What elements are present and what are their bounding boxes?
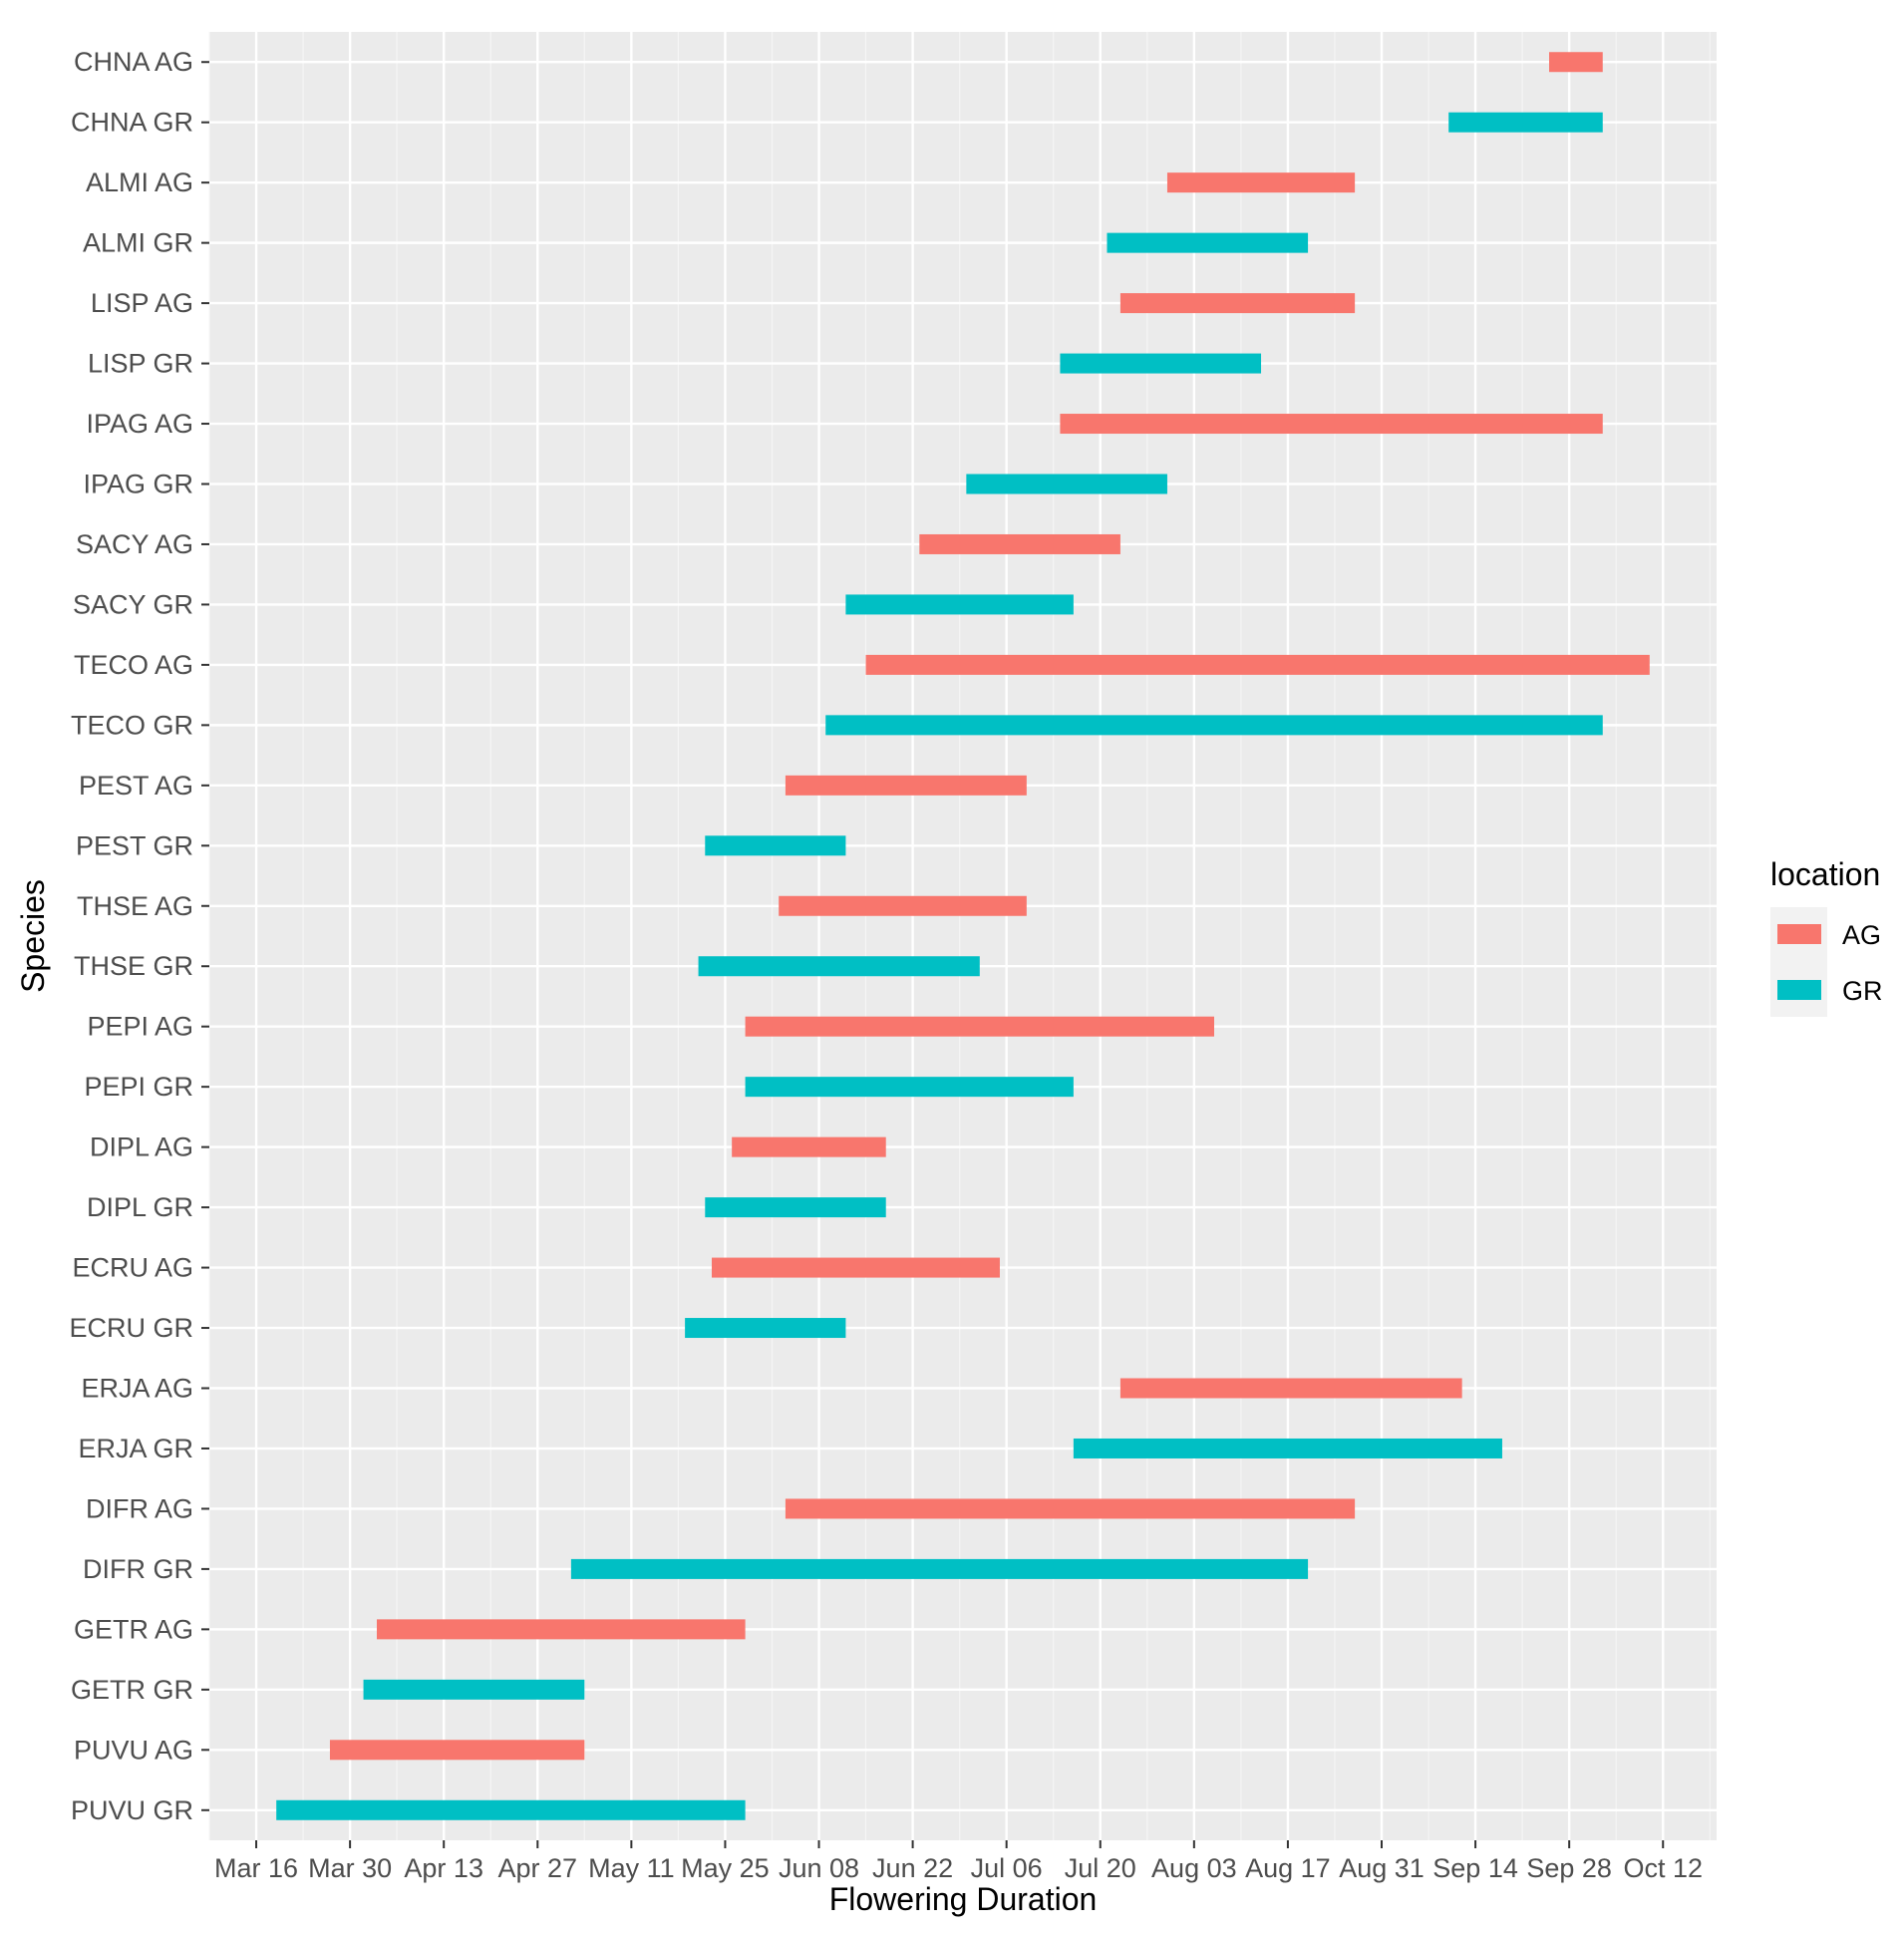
x-tick-label: May 25 — [681, 1853, 770, 1883]
y-tick-label: LISP GR — [88, 349, 193, 379]
x-tick-label: Aug 31 — [1339, 1853, 1425, 1883]
x-tick-label: Aug 17 — [1245, 1853, 1331, 1883]
bar-dipl-gr — [705, 1197, 886, 1218]
bar-pest-ag — [785, 775, 1027, 796]
bar-erja-ag — [1119, 1378, 1462, 1399]
legend-title: location — [1770, 856, 1880, 892]
y-tick-label: CHNA GR — [71, 108, 193, 138]
bar-thse-ag — [779, 895, 1027, 916]
x-axis-title: Flowering Duration — [829, 1881, 1098, 1917]
x-tick-label: Jul 20 — [1065, 1853, 1136, 1883]
y-tick-label: TECO AG — [74, 650, 193, 680]
legend-swatch-ag — [1777, 924, 1821, 944]
bar-chna-ag — [1549, 52, 1603, 73]
x-tick-label: May 11 — [588, 1853, 675, 1883]
y-tick-label: IPAG GR — [83, 470, 193, 499]
bar-puvu-ag — [329, 1740, 585, 1761]
bar-getr-ag — [377, 1619, 746, 1640]
y-tick-label: ALMI AG — [86, 167, 193, 197]
bar-ipag-ag — [1060, 414, 1603, 435]
bar-ecru-gr — [685, 1318, 846, 1339]
bar-puvu-gr — [276, 1799, 746, 1820]
panel-background — [209, 32, 1717, 1840]
x-tick-label: Sep 14 — [1432, 1853, 1518, 1883]
bar-almi-gr — [1107, 232, 1309, 253]
y-tick-label: PEPI GR — [84, 1072, 193, 1102]
legend-label-ag: AG — [1842, 920, 1881, 950]
bar-teco-gr — [825, 715, 1603, 736]
y-tick-label: PEST GR — [76, 830, 193, 860]
x-tick-label: Aug 03 — [1151, 1853, 1237, 1883]
y-tick-label: TECO GR — [71, 710, 193, 740]
y-tick-label: THSE GR — [74, 951, 193, 981]
y-tick-label: PUVU AG — [74, 1735, 193, 1765]
x-tick-label: Sep 28 — [1526, 1853, 1612, 1883]
bar-sacy-ag — [919, 533, 1120, 554]
y-tick-label: IPAG AG — [86, 409, 193, 439]
bar-chna-gr — [1448, 112, 1603, 133]
x-tick-label: Jun 08 — [779, 1853, 859, 1883]
x-tick-label: Mar 30 — [308, 1853, 392, 1883]
bar-difr-gr — [570, 1558, 1309, 1579]
legend-key-background — [1770, 907, 1827, 1017]
y-tick-label: PEST AG — [79, 771, 193, 801]
bar-difr-ag — [785, 1498, 1356, 1519]
minor-gridlines-x — [208, 32, 1711, 1840]
y-tick-label: THSE AG — [77, 891, 193, 921]
y-tick-label: DIPL GR — [87, 1192, 193, 1222]
x-tick-label: Oct 12 — [1623, 1853, 1703, 1883]
x-axis-ticks: Mar 16 Mar 30 Apr 13 Apr 27 May 11 May 25 Jun … — [214, 1840, 1703, 1883]
y-tick-label: DIFR AG — [86, 1493, 193, 1523]
y-tick-label: ALMI GR — [83, 228, 193, 258]
y-tick-label: LISP AG — [91, 288, 193, 318]
bar-series — [276, 52, 1650, 1820]
bar-pest-gr — [705, 835, 846, 856]
y-tick-label: DIPL AG — [90, 1132, 193, 1162]
x-tick-label: Jul 06 — [971, 1853, 1043, 1883]
bar-teco-ag — [865, 654, 1650, 675]
x-tick-label: Apr 13 — [404, 1853, 483, 1883]
y-tick-label: DIFR GR — [83, 1554, 193, 1584]
bar-sacy-gr — [845, 594, 1074, 615]
bar-lisp-gr — [1060, 353, 1262, 374]
x-tick-label: Apr 27 — [497, 1853, 577, 1883]
y-tick-label: SACY AG — [76, 529, 193, 559]
y-tick-label: ERJA GR — [78, 1434, 193, 1463]
bar-dipl-ag — [732, 1136, 886, 1157]
x-tick-label: Jun 22 — [872, 1853, 953, 1883]
bar-pepi-ag — [745, 1016, 1214, 1037]
y-tick-label: GETR AG — [74, 1614, 193, 1644]
y-tick-label: ECRU GR — [69, 1313, 193, 1343]
legend-swatch-gr — [1777, 980, 1821, 1000]
bar-pepi-gr — [745, 1077, 1074, 1098]
y-axis-title: Species — [15, 879, 51, 993]
y-tick-label: PEPI AG — [87, 1012, 193, 1042]
bar-erja-gr — [1073, 1438, 1502, 1458]
bar-lisp-ag — [1119, 293, 1356, 314]
bar-thse-gr — [698, 956, 980, 977]
y-tick-label: ECRU AG — [72, 1253, 193, 1283]
y-axis-ticks: CHNA AG CHNA GR ALMI AG ALMI GR LISP AG LISP … — [69, 47, 209, 1825]
bar-ecru-ag — [712, 1257, 1000, 1278]
x-tick-label: Mar 16 — [214, 1853, 298, 1883]
y-tick-label: GETR GR — [71, 1675, 193, 1705]
legend-label-gr: GR — [1842, 976, 1883, 1006]
y-tick-label: SACY GR — [73, 589, 193, 619]
major-gridlines-x — [254, 32, 1665, 1840]
y-tick-label: PUVU GR — [71, 1795, 193, 1825]
legend: location AG GR — [1770, 856, 1883, 1017]
bar-ipag-gr — [966, 474, 1167, 494]
y-tick-label: CHNA AG — [74, 47, 193, 77]
bar-almi-ag — [1166, 172, 1356, 193]
bar-getr-gr — [363, 1679, 585, 1700]
y-tick-label: ERJA AG — [81, 1374, 193, 1404]
